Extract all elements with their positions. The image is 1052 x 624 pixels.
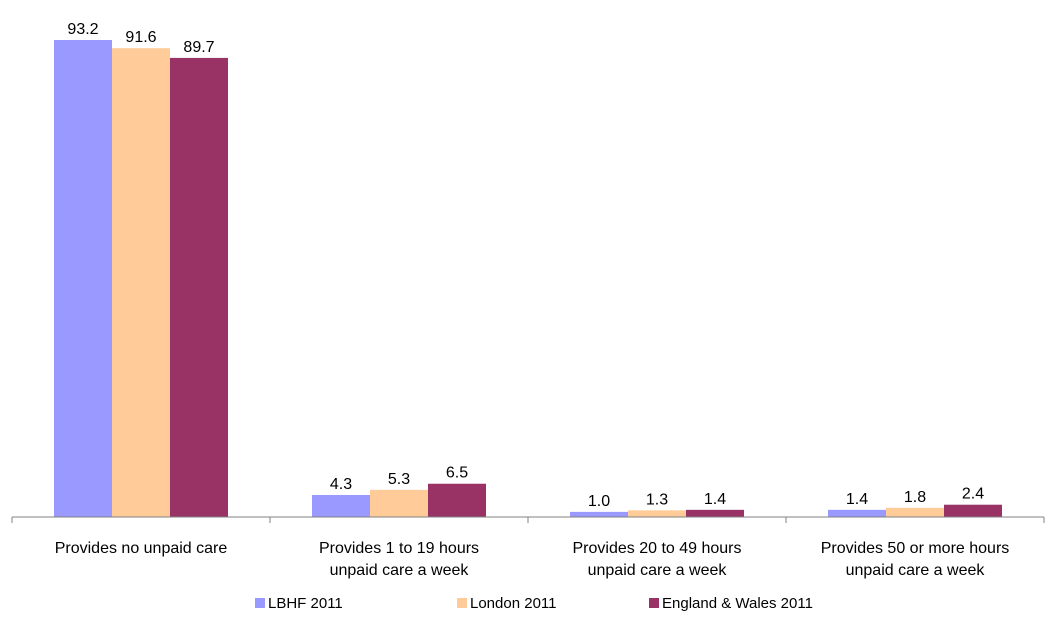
x-tick-label-4-line-2: unpaid care a week [846, 562, 986, 579]
data-label-1-2: 4.3 [330, 476, 352, 493]
data-label-1-1: 93.2 [67, 21, 98, 38]
data-label-1-4: 1.4 [846, 491, 868, 508]
data-label-2-3: 1.3 [646, 491, 668, 508]
legend-swatch-3 [649, 598, 659, 608]
bar-3-1 [170, 57, 228, 518]
legend-swatch-2 [457, 598, 467, 608]
data-label-2-1: 91.6 [125, 29, 156, 46]
bar-1-2 [312, 494, 370, 517]
data-label-1-3: 1.0 [588, 493, 610, 510]
x-tick-label-3-line-1: Provides 20 to 49 hours [573, 540, 742, 557]
bar-3-4 [944, 504, 1002, 517]
legend-label-3: England & Wales 2011 [662, 595, 813, 612]
legend-swatch-1 [255, 598, 265, 608]
bar-1-3 [570, 511, 628, 517]
bar-2-4 [886, 507, 944, 517]
bar-2-1 [112, 48, 170, 517]
legend: LBHF 2011 London 2011 England & Wales 2011 [255, 595, 813, 612]
x-axis [11, 516, 1045, 523]
data-label-2-4: 1.8 [904, 489, 926, 506]
bar-3-2 [428, 483, 486, 517]
data-label-3-2: 6.5 [446, 465, 468, 482]
bar-1-1 [54, 40, 112, 517]
legend-label-2: London 2011 [470, 595, 556, 612]
data-label-3-4: 2.4 [962, 486, 984, 503]
data-label-3-3: 1.4 [704, 491, 726, 508]
x-tick-label-4-line-1: Provides 50 or more hours [821, 540, 1010, 557]
x-tick-label-3-line-2: unpaid care a week [588, 562, 728, 579]
bar-3-3 [686, 509, 744, 517]
bar-1-4 [828, 509, 886, 517]
x-tick-label-2-line-1: Provides 1 to 19 hours [319, 540, 479, 557]
legend-label-1: LBHF 2011 [268, 595, 343, 612]
bar-2-3 [628, 510, 686, 517]
x-tick-label-2-line-2: unpaid care a week [330, 562, 470, 579]
data-label-2-2: 5.3 [388, 471, 410, 488]
bar-2-2 [370, 489, 428, 517]
data-labels-group: 93.2 91.6 89.7 4.3 5.3 6.5 1.0 1.3 1.4 1.4 1.8 2.4 [67, 21, 984, 510]
category-labels-group: Provides no unpaid care Provides 1 to 19 … [55, 540, 1010, 579]
x-tick-label-1-line-1: Provides no unpaid care [55, 540, 228, 557]
bars-group [54, 40, 1002, 518]
data-label-3-1: 89.7 [183, 39, 214, 56]
